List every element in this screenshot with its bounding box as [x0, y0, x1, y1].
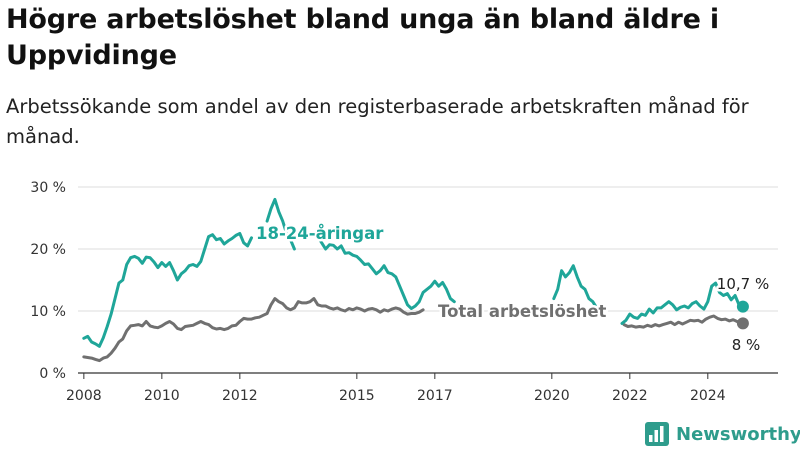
- bar-chart-logo-icon: [645, 422, 669, 446]
- y-tick-label: 30 %: [30, 180, 66, 196]
- x-tick-label: 2010: [144, 388, 180, 404]
- x-axis: 2008 2010 2012 2015 2017 2020 2022 2024: [66, 372, 778, 404]
- y-axis-ticks: 0 % 10 % 20 % 30 %: [30, 180, 66, 382]
- x-tick-label: 2017: [417, 388, 453, 404]
- end-point-total: [736, 317, 749, 330]
- gridlines: [78, 186, 778, 312]
- x-tick-label: 2008: [66, 388, 102, 404]
- end-label-total-halo: 8 %: [732, 336, 761, 354]
- line-chart: 0 % 10 % 20 % 30 % 2008 2010 2012 2015 2017 2020…: [30, 180, 778, 404]
- y-tick-label: 10 %: [30, 304, 66, 320]
- x-tick-label: 2015: [339, 388, 375, 404]
- series-line-youth: [316, 235, 456, 310]
- chart-subtitle: Arbetssökande som andel av den registerb…: [6, 95, 749, 148]
- x-tick-label: 2022: [612, 388, 648, 404]
- series-line-total: [622, 314, 745, 329]
- series-line-youth: [265, 197, 296, 251]
- y-tick-label: 20 %: [30, 242, 66, 258]
- series-label-youth: 18-24-åringar: [256, 224, 384, 243]
- series-label-total-halo: Total arbetslöshet: [438, 302, 607, 321]
- series-line-total: [82, 297, 425, 363]
- chart-title: Högre arbetslöshet bland unga än bland ä…: [6, 4, 719, 71]
- end-label-total: 8 %: [732, 336, 761, 354]
- brand-name: Newsworthy: [676, 423, 800, 445]
- series-label-youth-halo: 18-24-åringar: [256, 224, 384, 243]
- y-tick-label: 0 %: [39, 366, 66, 382]
- newsworthy-brand: Newsworthy: [644, 419, 800, 449]
- series-line-youth: [552, 264, 603, 313]
- end-point-youth: [736, 300, 749, 313]
- series-line-youth: [620, 281, 745, 325]
- x-tick-label: 2020: [534, 388, 570, 404]
- x-tick-label: 2012: [222, 388, 258, 404]
- series-label-total: Total arbetslöshet: [438, 302, 607, 321]
- end-label-youth-halo: 10,7 %: [717, 275, 769, 293]
- series-lines: [82, 197, 749, 363]
- series-line-youth: [82, 232, 253, 348]
- x-tick-label: 2024: [690, 388, 726, 404]
- end-label-youth: 10,7 %: [717, 275, 769, 293]
